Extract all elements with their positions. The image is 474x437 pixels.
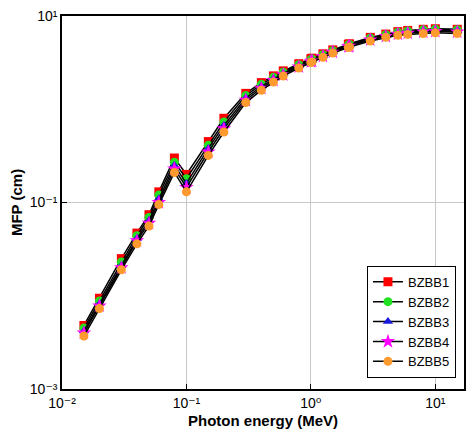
svg-text:10¹: 10¹ bbox=[425, 395, 446, 411]
svg-text:Photon energy (MeV): Photon energy (MeV) bbox=[188, 412, 338, 429]
svg-text:10⁻¹: 10⁻¹ bbox=[173, 395, 201, 411]
svg-text:BZBB3: BZBB3 bbox=[408, 315, 449, 330]
svg-text:MFP (cm): MFP (cm) bbox=[8, 169, 25, 236]
svg-text:10⁻³: 10⁻³ bbox=[30, 381, 58, 397]
svg-text:BZBB2: BZBB2 bbox=[408, 295, 449, 310]
svg-text:10¹: 10¹ bbox=[37, 8, 58, 24]
svg-text:BZBB4: BZBB4 bbox=[408, 335, 449, 350]
svg-text:10⁰: 10⁰ bbox=[300, 395, 322, 411]
svg-text:BZBB1: BZBB1 bbox=[408, 275, 449, 290]
svg-text:10⁻²: 10⁻² bbox=[48, 395, 76, 411]
svg-text:BZBB5: BZBB5 bbox=[408, 354, 449, 369]
svg-text:10⁻¹: 10⁻¹ bbox=[30, 194, 58, 210]
